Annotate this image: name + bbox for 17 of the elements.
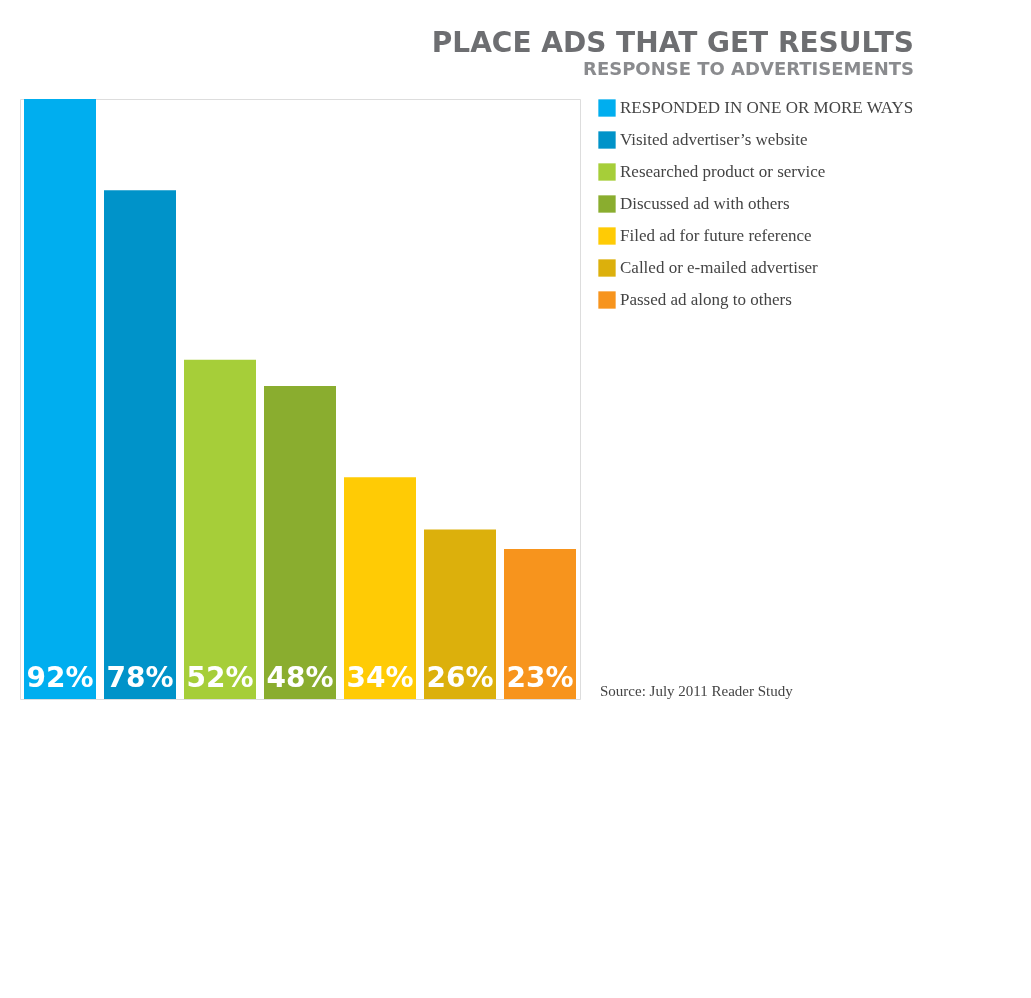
data-label: 34% (346, 661, 414, 694)
legend-label: RESPONDED IN ONE OR MORE WAYS (620, 98, 914, 117)
source-note: Source: July 2011 Reader Study (600, 683, 794, 699)
legend-label: Called or e-mailed advertiser (620, 258, 819, 277)
data-label: 52% (186, 661, 254, 694)
data-label: 92% (26, 661, 94, 694)
text: RESPONSE TO ADVERTISEMENTS (583, 58, 914, 79)
legend-label: Discussed ad with others (620, 194, 790, 213)
data-label: 23% (506, 661, 574, 694)
legend-label: Visited advertiser’s website (620, 130, 808, 149)
legend-label: Passed ad along to others (620, 290, 792, 309)
text: PLACE ADS THAT GET RESULTS (431, 26, 914, 59)
data-label: 26% (426, 661, 494, 694)
legend-label: Researched product or service (620, 162, 826, 181)
data-label: 48% (266, 661, 334, 694)
data-label: 78% (106, 661, 174, 694)
legend-label: Filed ad for future reference (620, 226, 812, 245)
